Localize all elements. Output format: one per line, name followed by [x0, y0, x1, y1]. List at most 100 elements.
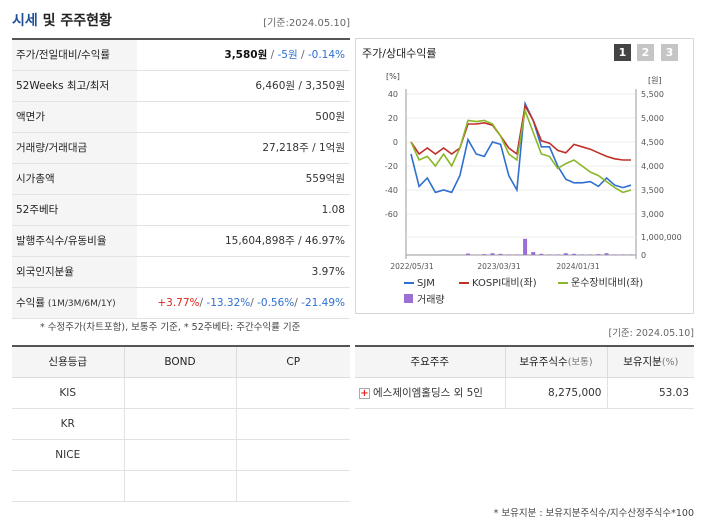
table-row: 발행주식수/유동비율 15,604,898주 / 46.97% [12, 225, 350, 257]
agency-cell [12, 470, 125, 502]
left-tick-label: 0 [393, 138, 398, 147]
right-tick-label: 4,000 [641, 162, 664, 171]
volume-bar [629, 254, 633, 255]
volume-bar [498, 253, 503, 255]
table-row: KR [12, 408, 350, 440]
volume-tick-label: 1,000,000 [641, 233, 682, 242]
line-chart: [%] [원] 40 5,500 20 5,000 0 4,500 -20 4,000 -40 3,5… [385, 72, 682, 306]
table-row: 주가/전일대비/수익률 3,580원 / -5원 / -0.14% [12, 39, 350, 71]
section-title: 시세 및 주주현황 [12, 13, 112, 29]
right-tick-label: 3,000 [641, 210, 664, 219]
table-row: NICE [12, 439, 350, 471]
column-header: 보유지분(%) [607, 346, 694, 378]
cp-cell [236, 439, 350, 471]
agency-cell: KR [12, 408, 125, 440]
table-header-row: 주요주주 보유주식수(보통) 보유지분(%) [355, 346, 694, 378]
cp-cell [236, 408, 350, 440]
table-row: KIS [12, 377, 350, 409]
table-row: + 에스제이엠홀딩스 외 5인 8,275,000 53.03 [355, 377, 694, 409]
series-line-SJM [410, 100, 632, 194]
chart-title: 주가/상대수익률 [362, 47, 437, 60]
row-value: 15,604,898주 / 46.97% [137, 225, 350, 257]
bond-cell [124, 439, 237, 471]
row-value: 27,218주 / 1억원 [137, 132, 350, 164]
volume-bar [580, 254, 585, 255]
volume-bar [563, 253, 568, 255]
left-axis-unit: [%] [386, 72, 400, 81]
table-row: 액면가 500원 [12, 101, 350, 133]
chart-tab-2[interactable]: 2 [637, 44, 654, 61]
legend-label: KOSPI대비(좌) [472, 277, 537, 289]
bond-cell [124, 377, 237, 409]
left-tick-label: 20 [388, 114, 398, 123]
legend-label: 거래량 [417, 294, 445, 306]
table-row: 외국인지분율 3.97% [12, 256, 350, 288]
right-tick-label: 3,500 [641, 186, 664, 195]
cp-cell [236, 377, 350, 409]
chart-tab-1[interactable]: 1 [614, 44, 631, 61]
table-row: 52주베타 1.08 [12, 194, 350, 226]
legend-label: 운수장비대비(좌) [571, 277, 643, 289]
left-tick-label: -40 [385, 186, 398, 195]
agency-cell: NICE [12, 439, 125, 471]
returns-value: +3.77%/ -13.32%/ -0.56%/ -21.49% [137, 287, 350, 319]
left-tick-label: -60 [385, 210, 398, 219]
table-row: 수익률 (1M/3M/6M/1Y) +3.77%/ -13.32%/ -0.56… [12, 287, 350, 319]
left-tick-label: -20 [385, 162, 398, 171]
holders-base-date: [기준: 2024.05.10] [608, 328, 694, 339]
left-tick-label: 40 [388, 90, 398, 99]
row-label: 액면가 [12, 101, 137, 133]
row-label: 거래량/거래대금 [12, 132, 137, 164]
section-header: 시세 및 주주현황 [기준:2024.05.10] [12, 10, 350, 32]
base-date: [기준:2024.05.10] [263, 18, 350, 29]
footnote: * 수정주가(차트포함), 보통주 기준, * 52주베타: 주간수익률 기준 [40, 322, 301, 333]
volume-bar [514, 254, 519, 255]
volume-bar [612, 254, 617, 255]
row-label: 수익률 (1M/3M/6M/1Y) [12, 287, 137, 319]
column-header: 신용등급 [12, 346, 125, 378]
row-label: 52주베타 [12, 194, 137, 226]
right-tick-label: 4,500 [641, 138, 664, 147]
volume-bar [588, 254, 593, 255]
volume-bar [506, 254, 511, 255]
volume-tick-label: 0 [641, 251, 646, 260]
row-label: 외국인지분율 [12, 256, 137, 288]
series-line-KOSPI대비(좌) [410, 103, 631, 161]
column-header: CP [236, 346, 350, 378]
holder-name-cell[interactable]: + 에스제이엠홀딩스 외 5인 [355, 377, 506, 409]
table-header-row: 신용등급 BOND CP [12, 346, 350, 378]
volume-bar [604, 253, 609, 255]
row-value: 3.97% [137, 256, 350, 288]
volume-bar [490, 253, 495, 255]
cp-cell [236, 470, 350, 502]
agency-cell: KIS [12, 377, 125, 409]
row-label: 시가총액 [12, 163, 137, 195]
right-tick-label: 5,500 [641, 90, 664, 99]
volume-bar [466, 253, 471, 255]
table-row: 52Weeks 최고/최저 6,460원 / 3,350원 [12, 70, 350, 102]
table-row: 거래량/거래대금 27,218주 / 1억원 [12, 132, 350, 164]
quote-table: 주가/전일대비/수익률 3,580원 / -5원 / -0.14% 52Week… [12, 38, 350, 319]
table-row: 시가총액 559억원 [12, 163, 350, 195]
volume-bar [547, 254, 552, 255]
x-tick-label: 2024/01/31 [556, 262, 599, 271]
volume-bar [571, 253, 576, 255]
holder-pct-cell: 53.03 [607, 377, 694, 409]
credit-rating-table: 신용등급 BOND CP KIS KR NICE [12, 345, 350, 502]
row-value: 1.08 [137, 194, 350, 226]
chart-panel: 주가/상대수익률 1 2 3 [%] [원] 40 5,500 20 5,000 0 4,50… [355, 38, 694, 314]
major-holders-table: 주요주주 보유주식수(보통) 보유지분(%) + 에스제이엠홀딩스 외 5인 8,… [355, 345, 694, 409]
column-header: 보유주식수(보통) [505, 346, 608, 378]
row-value: 500원 [137, 101, 350, 133]
volume-bar [539, 253, 544, 255]
price-value: 3,580원 / -5원 / -0.14% [137, 39, 350, 71]
table-row [12, 470, 350, 502]
volume-bar [531, 252, 536, 255]
plus-icon[interactable]: + [359, 387, 370, 399]
chart-tab-3[interactable]: 3 [661, 44, 678, 61]
volume-bar [596, 254, 601, 255]
footnote-holdings: * 보유지분 : 보유지분주식수/지수산정주식수*100 [493, 508, 694, 519]
volume-bar [620, 254, 625, 255]
row-value: 6,460원 / 3,350원 [137, 70, 350, 102]
row-label: 주가/전일대비/수익률 [12, 39, 137, 71]
